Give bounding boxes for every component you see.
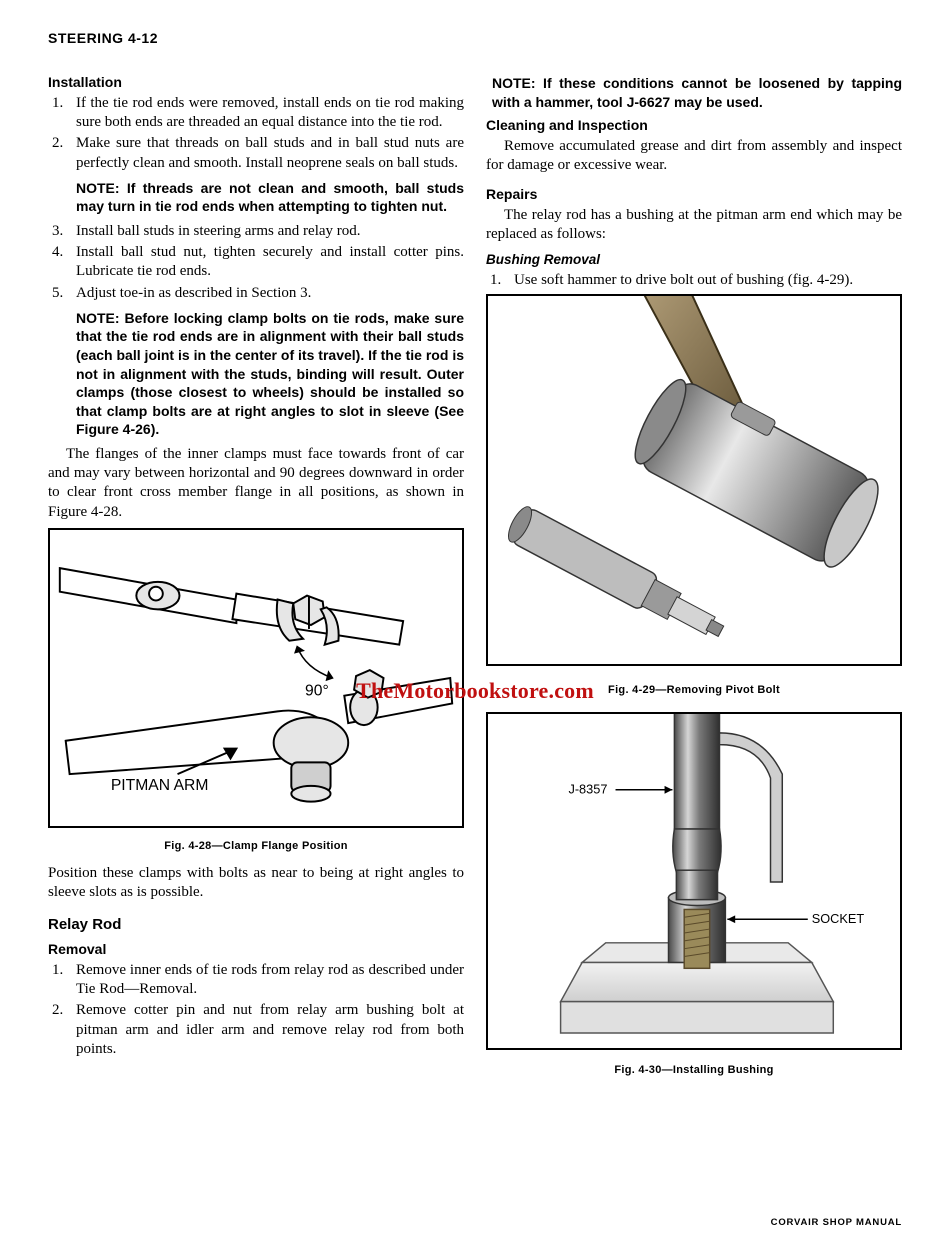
list-item: Remove cotter pin and nut from relay arm… <box>48 1001 464 1059</box>
fig-4-29-caption: Fig. 4-29—Removing Pivot Bolt <box>486 684 902 696</box>
list-item: Install ball studs in steering arms and … <box>48 222 464 241</box>
cleaning-heading: Cleaning and Inspection <box>486 117 902 133</box>
list-item: Install ball stud nut, tighten securely … <box>48 243 464 281</box>
repairs-paragraph: The relay rod has a bushing at the pitma… <box>486 206 902 244</box>
page-header: STEERING 4-12 <box>48 30 902 46</box>
fig-4-30-caption: Fig. 4-30—Installing Bushing <box>486 1064 902 1076</box>
installation-heading: Installation <box>48 74 464 90</box>
note-clamp-bolts: NOTE: Before locking clamp bolts on tie … <box>76 309 464 439</box>
fig-4-28-caption: Fig. 4-28—Clamp Flange Position <box>48 840 464 852</box>
note-loosened: NOTE: If these conditions cannot be loos… <box>492 74 902 111</box>
footer-text: CORVAIR SHOP MANUAL <box>771 1217 902 1228</box>
installation-list-2: Install ball studs in steering arms and … <box>48 222 464 303</box>
list-item: If the tie rod ends were removed, instal… <box>48 94 464 132</box>
bushing-removal-heading: Bushing Removal <box>486 252 902 267</box>
removal-heading: Removal <box>48 941 464 957</box>
list-item: Remove inner ends of tie rods from relay… <box>48 961 464 999</box>
right-column: NOTE: If these conditions cannot be loos… <box>486 68 902 1088</box>
repairs-heading: Repairs <box>486 186 902 202</box>
position-paragraph: Position these clamps with bolts as near… <box>48 864 464 902</box>
fig430-socket-label: SOCKET <box>812 911 865 926</box>
fig428-angle-label: 90° <box>305 682 329 699</box>
left-column: Installation If the tie rod ends were re… <box>48 68 464 1088</box>
figure-4-30: J-8357 SOCKET <box>486 712 902 1050</box>
bushing-removal-list: Use soft hammer to drive bolt out of bus… <box>486 271 902 290</box>
installation-list-1: If the tie rod ends were removed, instal… <box>48 94 464 173</box>
relay-rod-heading: Relay Rod <box>48 916 464 933</box>
figure-4-28: 90° <box>48 528 464 828</box>
list-item: Adjust toe-in as described in Section 3. <box>48 284 464 303</box>
cleaning-paragraph: Remove accumulated grease and dirt from … <box>486 137 902 175</box>
flanges-paragraph: The flanges of the inner clamps must fac… <box>48 445 464 522</box>
fig430-tool-label: J-8357 <box>568 782 607 797</box>
fig-4-30-svg: J-8357 SOCKET <box>488 714 900 1048</box>
fig-4-28-svg: 90° <box>50 530 462 826</box>
fig428-pitman-label: PITMAN ARM <box>111 777 209 794</box>
figure-4-29 <box>486 294 902 666</box>
note-threads: NOTE: If threads are not clean and smoot… <box>76 179 464 216</box>
fig-4-29-svg <box>488 296 900 664</box>
list-item: Make sure that threads on ball studs and… <box>48 134 464 172</box>
list-item: Use soft hammer to drive bolt out of bus… <box>486 271 902 290</box>
removal-list: Remove inner ends of tie rods from relay… <box>48 961 464 1059</box>
